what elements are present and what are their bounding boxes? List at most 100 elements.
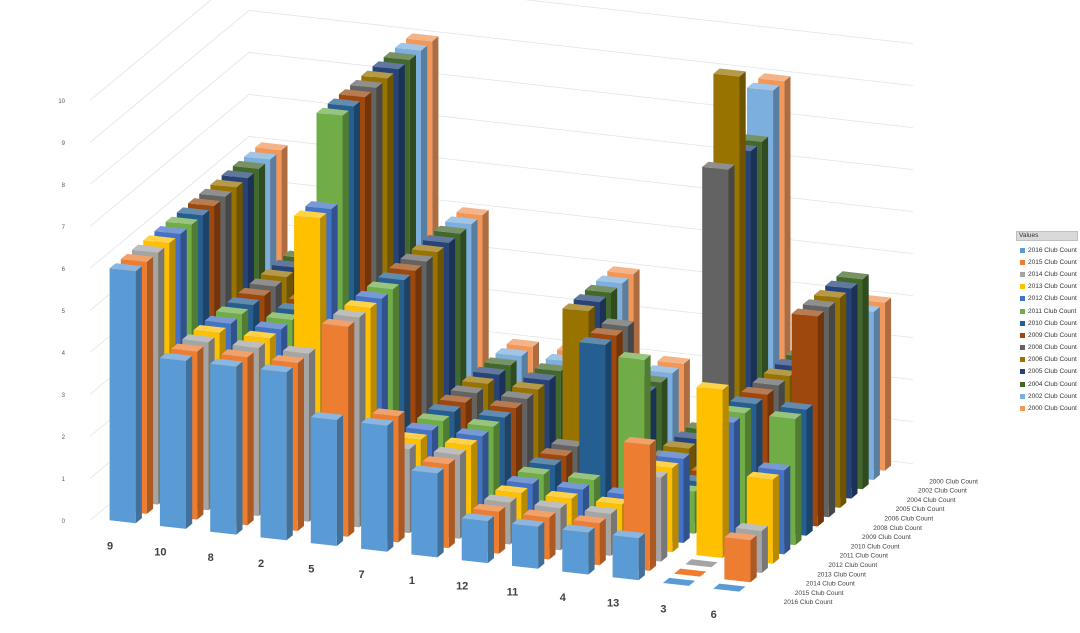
bar-top — [473, 366, 506, 375]
series-axis-label: 2011 Club Count — [840, 553, 888, 560]
legend: Values 2016 Club Count 2015 Club Count 201… — [1016, 231, 1078, 415]
bar-side — [437, 468, 444, 558]
bar-top — [327, 98, 360, 107]
legend-swatch — [1020, 357, 1025, 363]
legend-label: 2002 Club Count — [1028, 392, 1077, 400]
y-tick-label: 1 — [62, 477, 66, 483]
bar-top — [378, 272, 411, 281]
bar-top — [752, 377, 785, 386]
y-tick-label: 9 — [62, 141, 66, 147]
bar — [260, 364, 293, 541]
y-tick-label: 0 — [62, 519, 66, 525]
gridline — [89, 9, 914, 143]
bar-top — [450, 385, 483, 394]
bar-top — [193, 325, 226, 333]
bar-top — [501, 391, 534, 399]
bar-top — [595, 496, 629, 505]
bar-front — [579, 342, 606, 513]
bar-side — [297, 357, 304, 531]
bar-front — [260, 369, 287, 541]
bar-front — [461, 518, 488, 564]
bar-side — [135, 266, 142, 524]
bar-top — [467, 418, 500, 427]
bar-top — [260, 364, 293, 373]
bar-top — [612, 530, 645, 539]
series-axis-label: 2008 Club Count — [873, 525, 922, 532]
bar-side — [499, 506, 506, 554]
bar-top — [165, 216, 198, 225]
x-tick-label: 10 — [154, 546, 166, 558]
bar-top — [204, 315, 237, 324]
bar-base — [662, 577, 696, 586]
bar-side — [683, 453, 690, 543]
bar — [612, 530, 645, 581]
bar-front — [361, 422, 388, 552]
bar-top — [573, 515, 606, 524]
bar-top — [143, 235, 176, 244]
bar-top — [417, 413, 450, 422]
bar-top — [746, 471, 780, 480]
bar-top — [350, 79, 383, 88]
bar — [724, 532, 757, 583]
bar-front — [109, 268, 136, 524]
legend-item: 2010 Club Count — [1016, 317, 1078, 329]
bar-side — [197, 346, 204, 520]
x-tick-label: 5 — [308, 564, 314, 576]
bar-top — [506, 475, 539, 484]
bar-side — [549, 512, 556, 560]
bar — [210, 358, 243, 535]
bar-top — [551, 438, 584, 447]
x-tick-label: 1 — [409, 575, 415, 587]
bar-top — [556, 481, 590, 490]
legend-item: 2000 Club Count — [1016, 402, 1078, 414]
bar-top — [623, 436, 657, 445]
bar-top — [182, 334, 215, 343]
legend-swatch — [1020, 320, 1025, 326]
bar-top — [601, 318, 634, 327]
bar-top — [456, 428, 489, 437]
bar-side — [348, 321, 355, 537]
bar-top — [802, 299, 836, 308]
legend-label: 2000 Club Count — [1028, 405, 1077, 413]
bar-top — [456, 207, 489, 216]
x-tick-labels: 9 10 8 2 5 7 1 12 11 4 13 3 6 — [107, 541, 717, 621]
bar — [713, 583, 746, 592]
legend-swatch — [1020, 296, 1025, 302]
bar-side — [733, 417, 740, 549]
series-axis-label: 2005 Club Count — [896, 506, 945, 513]
series-axis-label: 2009 Club Count — [862, 534, 911, 541]
bar — [159, 352, 193, 529]
legend-item: 2002 Club Count — [1016, 390, 1078, 402]
bar-side — [672, 463, 679, 553]
legend-item: 2004 Club Count — [1016, 378, 1078, 390]
legend-label: 2005 Club Count — [1028, 368, 1077, 376]
bar — [579, 337, 612, 513]
bar-top — [618, 352, 651, 360]
bar-top — [528, 457, 562, 466]
bar-top — [472, 503, 506, 512]
bar-top — [713, 68, 746, 77]
bar-top — [227, 297, 260, 306]
x-tick-label: 11 — [507, 586, 519, 598]
bar-base — [713, 583, 746, 592]
bar-top — [422, 235, 456, 243]
legend-item: 2013 Club Count — [1016, 281, 1078, 293]
gridline — [89, 51, 914, 185]
bar-side — [336, 414, 344, 546]
x-tick-label: 13 — [607, 598, 619, 610]
bar-top — [523, 372, 556, 381]
legend-item: 2015 Club Count — [1016, 256, 1078, 268]
legend-label: 2008 Club Count — [1028, 344, 1077, 352]
bar-side — [638, 533, 645, 581]
bar-top — [517, 466, 550, 475]
series-axis-label: 2002 Club Count — [918, 488, 967, 495]
bar-top — [836, 271, 869, 280]
bar-top — [372, 408, 405, 417]
bar-top — [540, 448, 573, 456]
bar-front — [562, 529, 589, 575]
bar-top — [590, 327, 623, 336]
bar-side — [487, 516, 494, 564]
bar-top — [221, 170, 254, 179]
bar-top — [221, 349, 254, 358]
x-tick-label: 9 — [107, 541, 113, 553]
